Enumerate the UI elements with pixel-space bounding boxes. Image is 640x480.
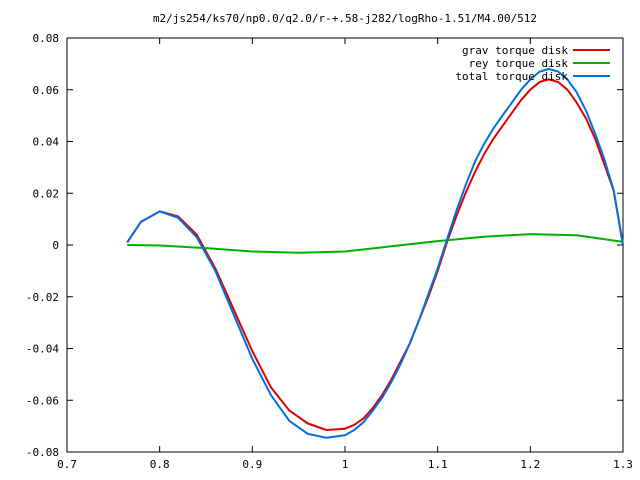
series-line-0: [126, 78, 624, 431]
y-tick-label: 0.04: [33, 136, 60, 149]
x-tick-label: 1.3: [613, 458, 633, 471]
legend-label: grav torque disk: [462, 44, 568, 57]
x-tick-label: 1: [342, 458, 349, 471]
series-lines: [126, 68, 624, 439]
legend-label: rey torque disk: [469, 57, 569, 70]
y-tick-label: -0.08: [26, 446, 59, 459]
y-axis-ticks: -0.08 -0.06 -0.04 -0.02 0 0.02 0.04 0.06 0.08: [26, 32, 623, 459]
x-axis-ticks: 0.7 0.8 0.9 1 1.1 1.2 1.3: [57, 38, 633, 471]
y-tick-label: 0: [52, 239, 59, 252]
y-tick-label: 0.02: [33, 187, 60, 200]
x-tick-label: 0.9: [242, 458, 262, 471]
x-tick-label: 1.1: [428, 458, 448, 471]
legend-label: total torque disk: [455, 70, 568, 83]
y-tick-label: -0.06: [26, 394, 59, 407]
y-tick-label: -0.04: [26, 343, 59, 356]
x-tick-label: 1.2: [520, 458, 540, 471]
chart-title: m2/js254/ks70/np0.0/q2.0/r-+.58-j282/log…: [153, 12, 537, 25]
y-tick-label: 0.08: [33, 32, 60, 45]
series-line-2: [126, 68, 624, 439]
series-line-1: [127, 233, 624, 254]
y-tick-label: 0.06: [33, 84, 60, 97]
x-tick-label: 0.8: [150, 458, 170, 471]
y-tick-label: -0.02: [26, 291, 59, 304]
x-tick-label: 0.7: [57, 458, 77, 471]
